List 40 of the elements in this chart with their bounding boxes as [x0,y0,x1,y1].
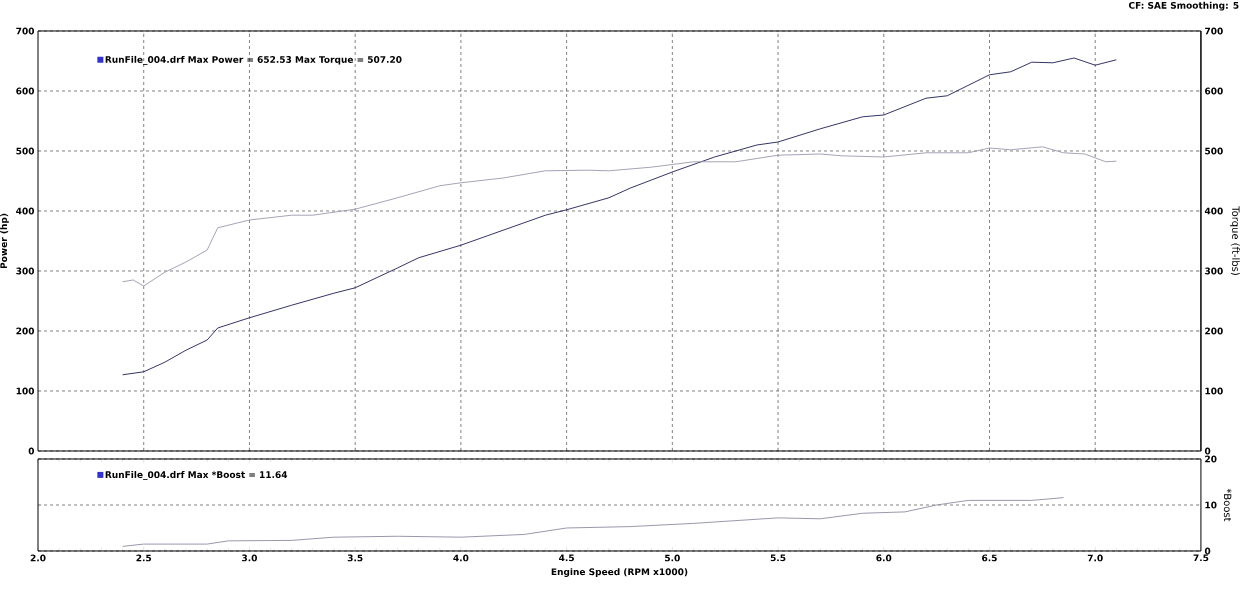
text: CF: SAE Smoothing: 5 [1128,1,1239,11]
x-tick-label: 7.5 [1193,554,1209,562]
x-tick-label: 7.0 [1087,554,1103,562]
y2-tick-label: 600 [1205,87,1223,95]
y-tick-label: 400 [16,207,35,215]
line-series [122,146,1117,287]
y-tick-label: 0 [28,447,35,455]
y2-axis-title: *Boost [1223,488,1232,522]
y-axis-title: Power (hp) [0,213,9,269]
y2-tick-label: 0 [1204,447,1211,455]
x-tick-label: 6.5 [982,554,997,562]
y2-tick-label: 300 [1205,267,1223,275]
annotation: RunFile_004.drf Max Power = 652.53 Max Torque = 507.20 [105,55,402,65]
line-series [122,497,1064,547]
y-tick-label: 200 [16,327,35,335]
x-tick-label: 3.0 [242,554,257,562]
x-tick-label: 2.0 [30,554,46,562]
x-tick-label: 5.0 [665,554,680,562]
x-axis-title: Engine Speed (RPM x1000) [551,568,688,577]
y2-tick-label: 700 [1205,27,1223,35]
annotation: RunFile_004.drf Max *Boost = 11.64 [105,471,288,481]
y2-tick-label: 400 [1204,207,1223,215]
y2-axis-title: Torque (ft-lbs) [1230,206,1240,275]
y2-tick-label: 100 [1205,387,1223,395]
y2-tick-label: 0 [1204,547,1211,555]
y-tick-label: 500 [16,147,35,155]
x-tick-label: 3.5 [347,554,363,562]
x-tick-label: 6.0 [876,554,892,562]
x-tick-label: 5.5 [770,554,786,562]
y2-tick-label: 200 [1205,327,1223,335]
y-tick-label: 700 [16,27,35,35]
x-tick-label: 2.5 [136,554,152,562]
y2-tick-label: 500 [1205,147,1223,155]
x-tick-label: 4.0 [453,554,469,562]
y2-tick-label: 10 [1205,501,1217,509]
y-tick-label: 300 [16,267,35,275]
y-tick-label: 100 [16,387,35,395]
x-tick-label: 4.5 [559,554,574,562]
y-tick-label: 600 [16,87,35,95]
y2-tick-label: 20 [1205,455,1217,463]
